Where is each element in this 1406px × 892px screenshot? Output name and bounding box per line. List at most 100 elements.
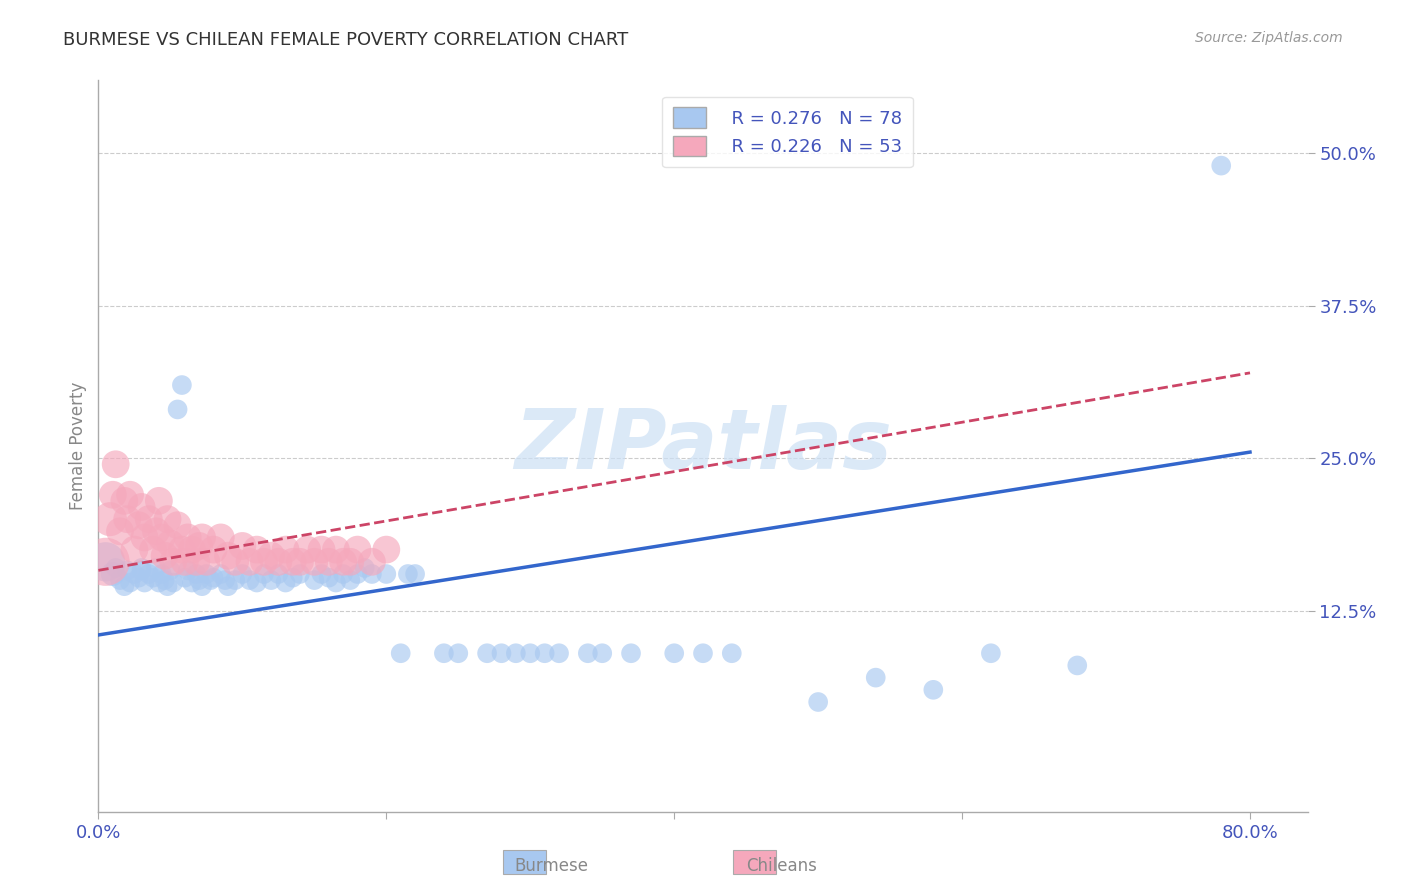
Point bbox=[217, 579, 239, 593]
Point bbox=[181, 575, 204, 590]
Point bbox=[217, 549, 239, 563]
Bar bbox=[734, 850, 776, 874]
Point bbox=[195, 555, 218, 569]
Point bbox=[202, 571, 225, 585]
Point bbox=[224, 555, 246, 569]
Point bbox=[115, 563, 138, 577]
Point bbox=[620, 646, 643, 660]
Point bbox=[138, 567, 160, 582]
Point bbox=[239, 555, 262, 569]
Point bbox=[260, 549, 283, 563]
Point bbox=[325, 575, 347, 590]
Point bbox=[533, 646, 555, 660]
Point bbox=[156, 512, 179, 526]
Point bbox=[148, 494, 170, 508]
Point bbox=[339, 573, 361, 587]
Text: Chileans: Chileans bbox=[747, 857, 817, 875]
Point bbox=[519, 646, 541, 660]
Text: BURMESE VS CHILEAN FEMALE POVERTY CORRELATION CHART: BURMESE VS CHILEAN FEMALE POVERTY CORREL… bbox=[63, 31, 628, 49]
Point bbox=[339, 555, 361, 569]
Point bbox=[318, 555, 340, 569]
Point bbox=[664, 646, 686, 660]
Point bbox=[145, 561, 167, 575]
Point bbox=[156, 579, 179, 593]
Point bbox=[311, 542, 333, 557]
Point bbox=[159, 536, 181, 550]
Point bbox=[433, 646, 456, 660]
Point bbox=[231, 539, 253, 553]
Point bbox=[124, 567, 146, 582]
Point bbox=[375, 542, 398, 557]
Bar bbox=[503, 850, 546, 874]
Point bbox=[173, 555, 195, 569]
Point bbox=[153, 573, 176, 587]
Point bbox=[170, 542, 193, 557]
Point bbox=[181, 542, 204, 557]
Point bbox=[186, 567, 208, 582]
Point bbox=[281, 571, 304, 585]
Point bbox=[267, 555, 290, 569]
Point bbox=[253, 555, 276, 569]
Point bbox=[865, 671, 887, 685]
Legend:   R = 0.276   N = 78,   R = 0.226   N = 53: R = 0.276 N = 78, R = 0.226 N = 53 bbox=[662, 96, 912, 167]
Point bbox=[166, 402, 188, 417]
Point bbox=[807, 695, 830, 709]
Point bbox=[202, 542, 225, 557]
Point bbox=[200, 573, 222, 587]
Point bbox=[209, 530, 232, 544]
Point bbox=[101, 567, 124, 582]
Point bbox=[231, 567, 253, 582]
Point bbox=[195, 567, 218, 582]
Point bbox=[288, 567, 311, 582]
Point bbox=[304, 573, 326, 587]
Point bbox=[142, 571, 165, 585]
Point bbox=[191, 530, 214, 544]
Point bbox=[548, 646, 571, 660]
Point bbox=[104, 458, 127, 472]
Point bbox=[188, 573, 211, 587]
Text: Source: ZipAtlas.com: Source: ZipAtlas.com bbox=[1195, 31, 1343, 45]
Point bbox=[922, 682, 945, 697]
Point bbox=[120, 488, 142, 502]
Point bbox=[159, 563, 181, 577]
Point bbox=[186, 555, 208, 569]
Point bbox=[124, 542, 146, 557]
Point bbox=[346, 567, 368, 582]
Point bbox=[295, 542, 318, 557]
Point bbox=[131, 500, 153, 514]
Point bbox=[1066, 658, 1088, 673]
Point bbox=[375, 567, 398, 582]
Point bbox=[720, 646, 742, 660]
Point bbox=[346, 542, 368, 557]
Point bbox=[150, 567, 173, 582]
Point bbox=[311, 567, 333, 582]
Point bbox=[325, 542, 347, 557]
Point bbox=[176, 530, 198, 544]
Point bbox=[112, 579, 135, 593]
Text: ZIPatlas: ZIPatlas bbox=[515, 406, 891, 486]
Point bbox=[396, 567, 419, 582]
Point bbox=[332, 555, 354, 569]
Point bbox=[108, 524, 131, 539]
Point bbox=[288, 555, 311, 569]
Point bbox=[94, 555, 117, 569]
Point bbox=[176, 563, 198, 577]
Point bbox=[134, 575, 156, 590]
Point bbox=[214, 573, 236, 587]
Point bbox=[576, 646, 599, 660]
Text: Burmese: Burmese bbox=[515, 857, 589, 875]
Point bbox=[389, 646, 412, 660]
Point bbox=[505, 646, 527, 660]
Point bbox=[94, 555, 117, 569]
Point bbox=[128, 571, 150, 585]
Point bbox=[253, 567, 276, 582]
Point bbox=[166, 518, 188, 533]
Point bbox=[148, 575, 170, 590]
Point bbox=[162, 555, 184, 569]
Point bbox=[274, 575, 297, 590]
Point bbox=[112, 494, 135, 508]
Point bbox=[120, 575, 142, 590]
Point bbox=[361, 567, 384, 582]
Point bbox=[131, 561, 153, 575]
Point bbox=[281, 555, 304, 569]
